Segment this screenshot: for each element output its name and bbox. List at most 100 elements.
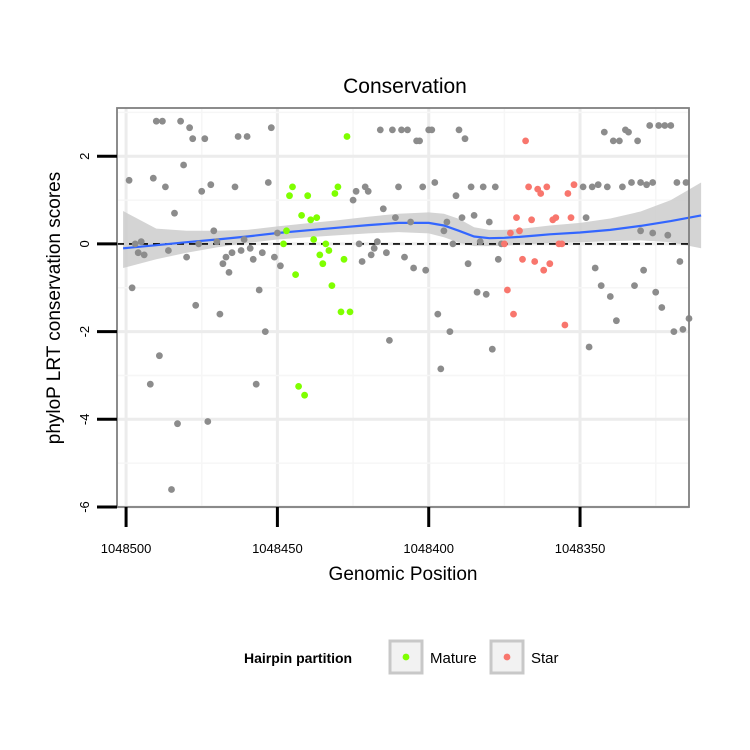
other-point: [180, 161, 188, 169]
other-point: [234, 133, 242, 140]
other-point: [600, 128, 608, 136]
mature-point: [304, 192, 312, 200]
confidence-band: [123, 182, 702, 268]
star-point: [561, 321, 569, 329]
other-point: [246, 244, 254, 252]
other-point: [422, 266, 430, 274]
other-point: [370, 244, 378, 252]
star-point: [567, 214, 575, 222]
other-point: [588, 183, 596, 191]
other-point: [455, 126, 463, 134]
other-point: [364, 187, 372, 195]
other-point: [494, 255, 502, 263]
mature-point: [328, 282, 336, 289]
plot-background: [117, 108, 689, 507]
other-point: [579, 183, 587, 191]
other-point: [464, 260, 472, 268]
chart-title: Conservation: [343, 75, 467, 98]
other-point: [131, 240, 139, 248]
x-tick-label: 1048400: [403, 541, 454, 556]
other-point: [264, 179, 272, 186]
x-tick-label: 1048450: [252, 541, 303, 556]
x-tick-label: 1048500: [101, 541, 152, 556]
other-point: [452, 192, 460, 200]
plot-panel: [117, 108, 689, 507]
other-point: [125, 176, 133, 184]
mature-point: [298, 212, 305, 219]
other-point: [134, 249, 142, 257]
other-point: [352, 187, 360, 195]
other-point: [183, 253, 191, 261]
other-point: [389, 126, 396, 134]
y-tick-label: 0: [77, 240, 92, 247]
other-point: [637, 227, 644, 235]
other-point: [643, 181, 650, 189]
other-point: [655, 122, 663, 129]
other-point: [156, 352, 163, 360]
mature-point: [331, 190, 339, 197]
plot-frame: [116, 107, 690, 508]
star-point: [552, 214, 560, 222]
star-point: [501, 240, 508, 248]
mature-point: [307, 216, 315, 224]
star-point: [537, 190, 545, 197]
other-point: [231, 183, 239, 191]
mature-point: [289, 183, 296, 191]
other-point: [482, 290, 490, 298]
other-point: [237, 247, 245, 254]
other-point: [628, 179, 635, 186]
other-point: [219, 260, 227, 268]
other-point: [204, 418, 212, 425]
other-point: [631, 282, 638, 289]
other-point: [640, 266, 647, 274]
other-point: [597, 282, 605, 289]
other-point: [255, 286, 263, 294]
y-tick-label: -2: [77, 326, 92, 338]
y-axis-title: phyloP LRT conservation scores: [44, 172, 65, 445]
other-point: [192, 301, 200, 309]
mature-point: [340, 255, 348, 263]
star-point: [558, 240, 566, 248]
other-point: [679, 326, 687, 333]
other-point: [461, 135, 469, 143]
star-point: [519, 255, 526, 263]
other-point: [174, 420, 181, 428]
y-axis: -6 -4 -2 0 2: [77, 153, 117, 513]
grid-lines: [117, 108, 689, 509]
star-point: [510, 310, 517, 318]
other-point: [149, 174, 157, 182]
legend-swatch-star: [503, 653, 511, 661]
other-point: [186, 124, 194, 132]
star-point: [540, 266, 548, 274]
other-point: [606, 293, 614, 300]
other-point: [398, 126, 405, 134]
other-point: [225, 269, 233, 276]
y-tick-label: 2: [77, 153, 92, 160]
x-axis-title: Genomic Position: [329, 564, 478, 585]
other-point: [491, 183, 499, 191]
other-point: [222, 253, 230, 261]
other-point: [367, 251, 375, 259]
other-point: [137, 238, 145, 246]
other-point: [440, 227, 448, 235]
other-point: [649, 229, 657, 237]
legend-label-star: Star: [531, 650, 559, 667]
other-point: [258, 249, 266, 257]
other-point: [434, 310, 442, 318]
mature-point: [343, 133, 351, 140]
other-point: [240, 236, 248, 243]
other-point: [449, 240, 457, 248]
other-point: [582, 214, 590, 222]
star-point: [513, 214, 520, 222]
other-point: [594, 181, 602, 189]
other-point: [383, 249, 390, 257]
mature-point: [316, 251, 324, 259]
mature-point: [301, 391, 308, 399]
other-point: [395, 183, 402, 191]
other-point: [431, 179, 439, 186]
other-point: [416, 137, 423, 145]
mature-point: [310, 236, 318, 243]
other-point: [228, 249, 236, 257]
star-point: [531, 258, 539, 265]
other-point: [171, 209, 178, 217]
